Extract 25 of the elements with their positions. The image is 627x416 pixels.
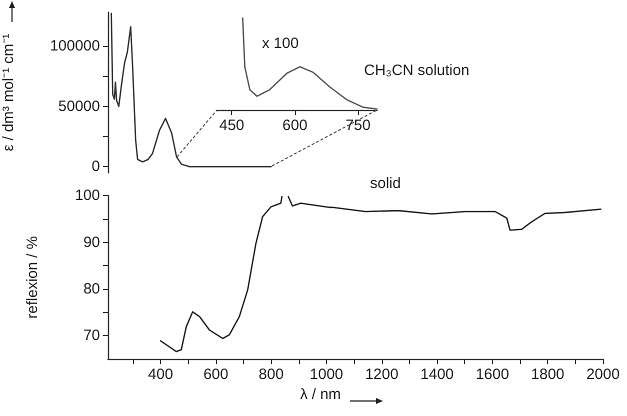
y-axis-title: ε / dm³ mol⁻¹ cm⁻¹: [0, 34, 17, 152]
y-tick-label: 80: [83, 280, 100, 298]
x-tick-label: 450: [219, 117, 244, 134]
annotation: CH₃CN solution: [364, 62, 470, 79]
x-tick-label: 1000: [310, 366, 344, 383]
x-tick-label: 1600: [476, 366, 510, 383]
x-tick-label: 800: [258, 366, 284, 383]
x-tick-label: 600: [282, 117, 308, 134]
y-tick-label: 90: [83, 234, 100, 251]
y-axis-title: reflexion / %: [24, 236, 41, 319]
x-tick-label: 1800: [531, 366, 564, 383]
y-tick-label: 100000: [50, 38, 100, 55]
x-tick-label: 2000: [586, 366, 620, 383]
x-tick-label: 400: [148, 366, 174, 383]
x-tick-label: 1200: [365, 366, 398, 383]
y-tick-label: 0: [92, 158, 100, 176]
text: solid: [370, 175, 401, 192]
y-tick-label: 50000: [58, 98, 100, 115]
y-tick-label: 100: [74, 187, 100, 204]
x-tick-label: 750: [346, 117, 371, 134]
y-tick-label: 70: [83, 327, 100, 344]
x-axis-title: λ / nm: [300, 386, 341, 403]
annotation: x 100: [262, 35, 299, 52]
x-tick-label: 600: [203, 366, 228, 383]
x-tick-label: 1400: [420, 366, 454, 383]
